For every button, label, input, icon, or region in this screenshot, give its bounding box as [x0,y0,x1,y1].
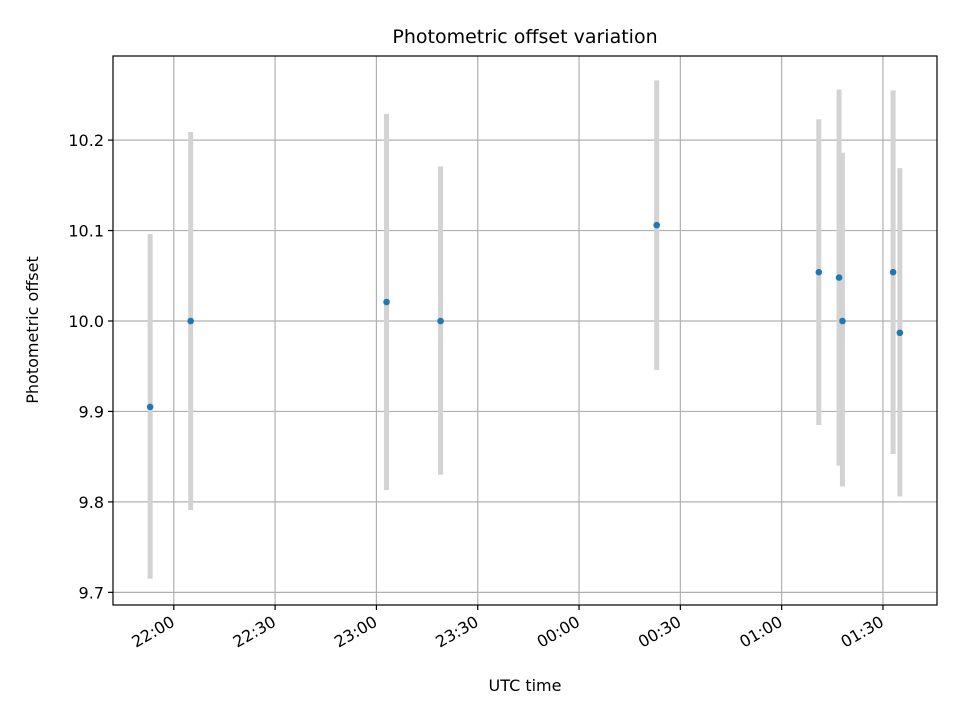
y-tick-label: 10.2 [68,131,104,150]
y-tick-label: 9.9 [79,402,104,421]
data-point [653,221,661,229]
y-tick-label: 9.8 [79,493,104,512]
grid [113,56,937,605]
data-point [437,317,444,325]
data-point [896,329,904,337]
data-point [815,268,823,276]
y-tick-label: 9.7 [79,583,104,602]
data-point [187,317,194,325]
y-tick-label: 10.0 [68,312,104,331]
chart-title: Photometric offset variation [392,26,657,48]
x-axis-label: UTC time [489,676,562,695]
data-point [146,403,154,411]
data-point [889,268,897,276]
data-point [383,298,390,306]
data-points [146,221,904,411]
y-axis-label: Photometric offset [23,256,42,404]
y-axis-ticks: 9.7 9.8 9.9 10.0 10.1 10.2 [68,131,113,602]
y-tick-label: 10.1 [68,222,104,241]
data-point [835,274,843,281]
plot-frame [112,55,938,606]
data-point [839,317,846,325]
